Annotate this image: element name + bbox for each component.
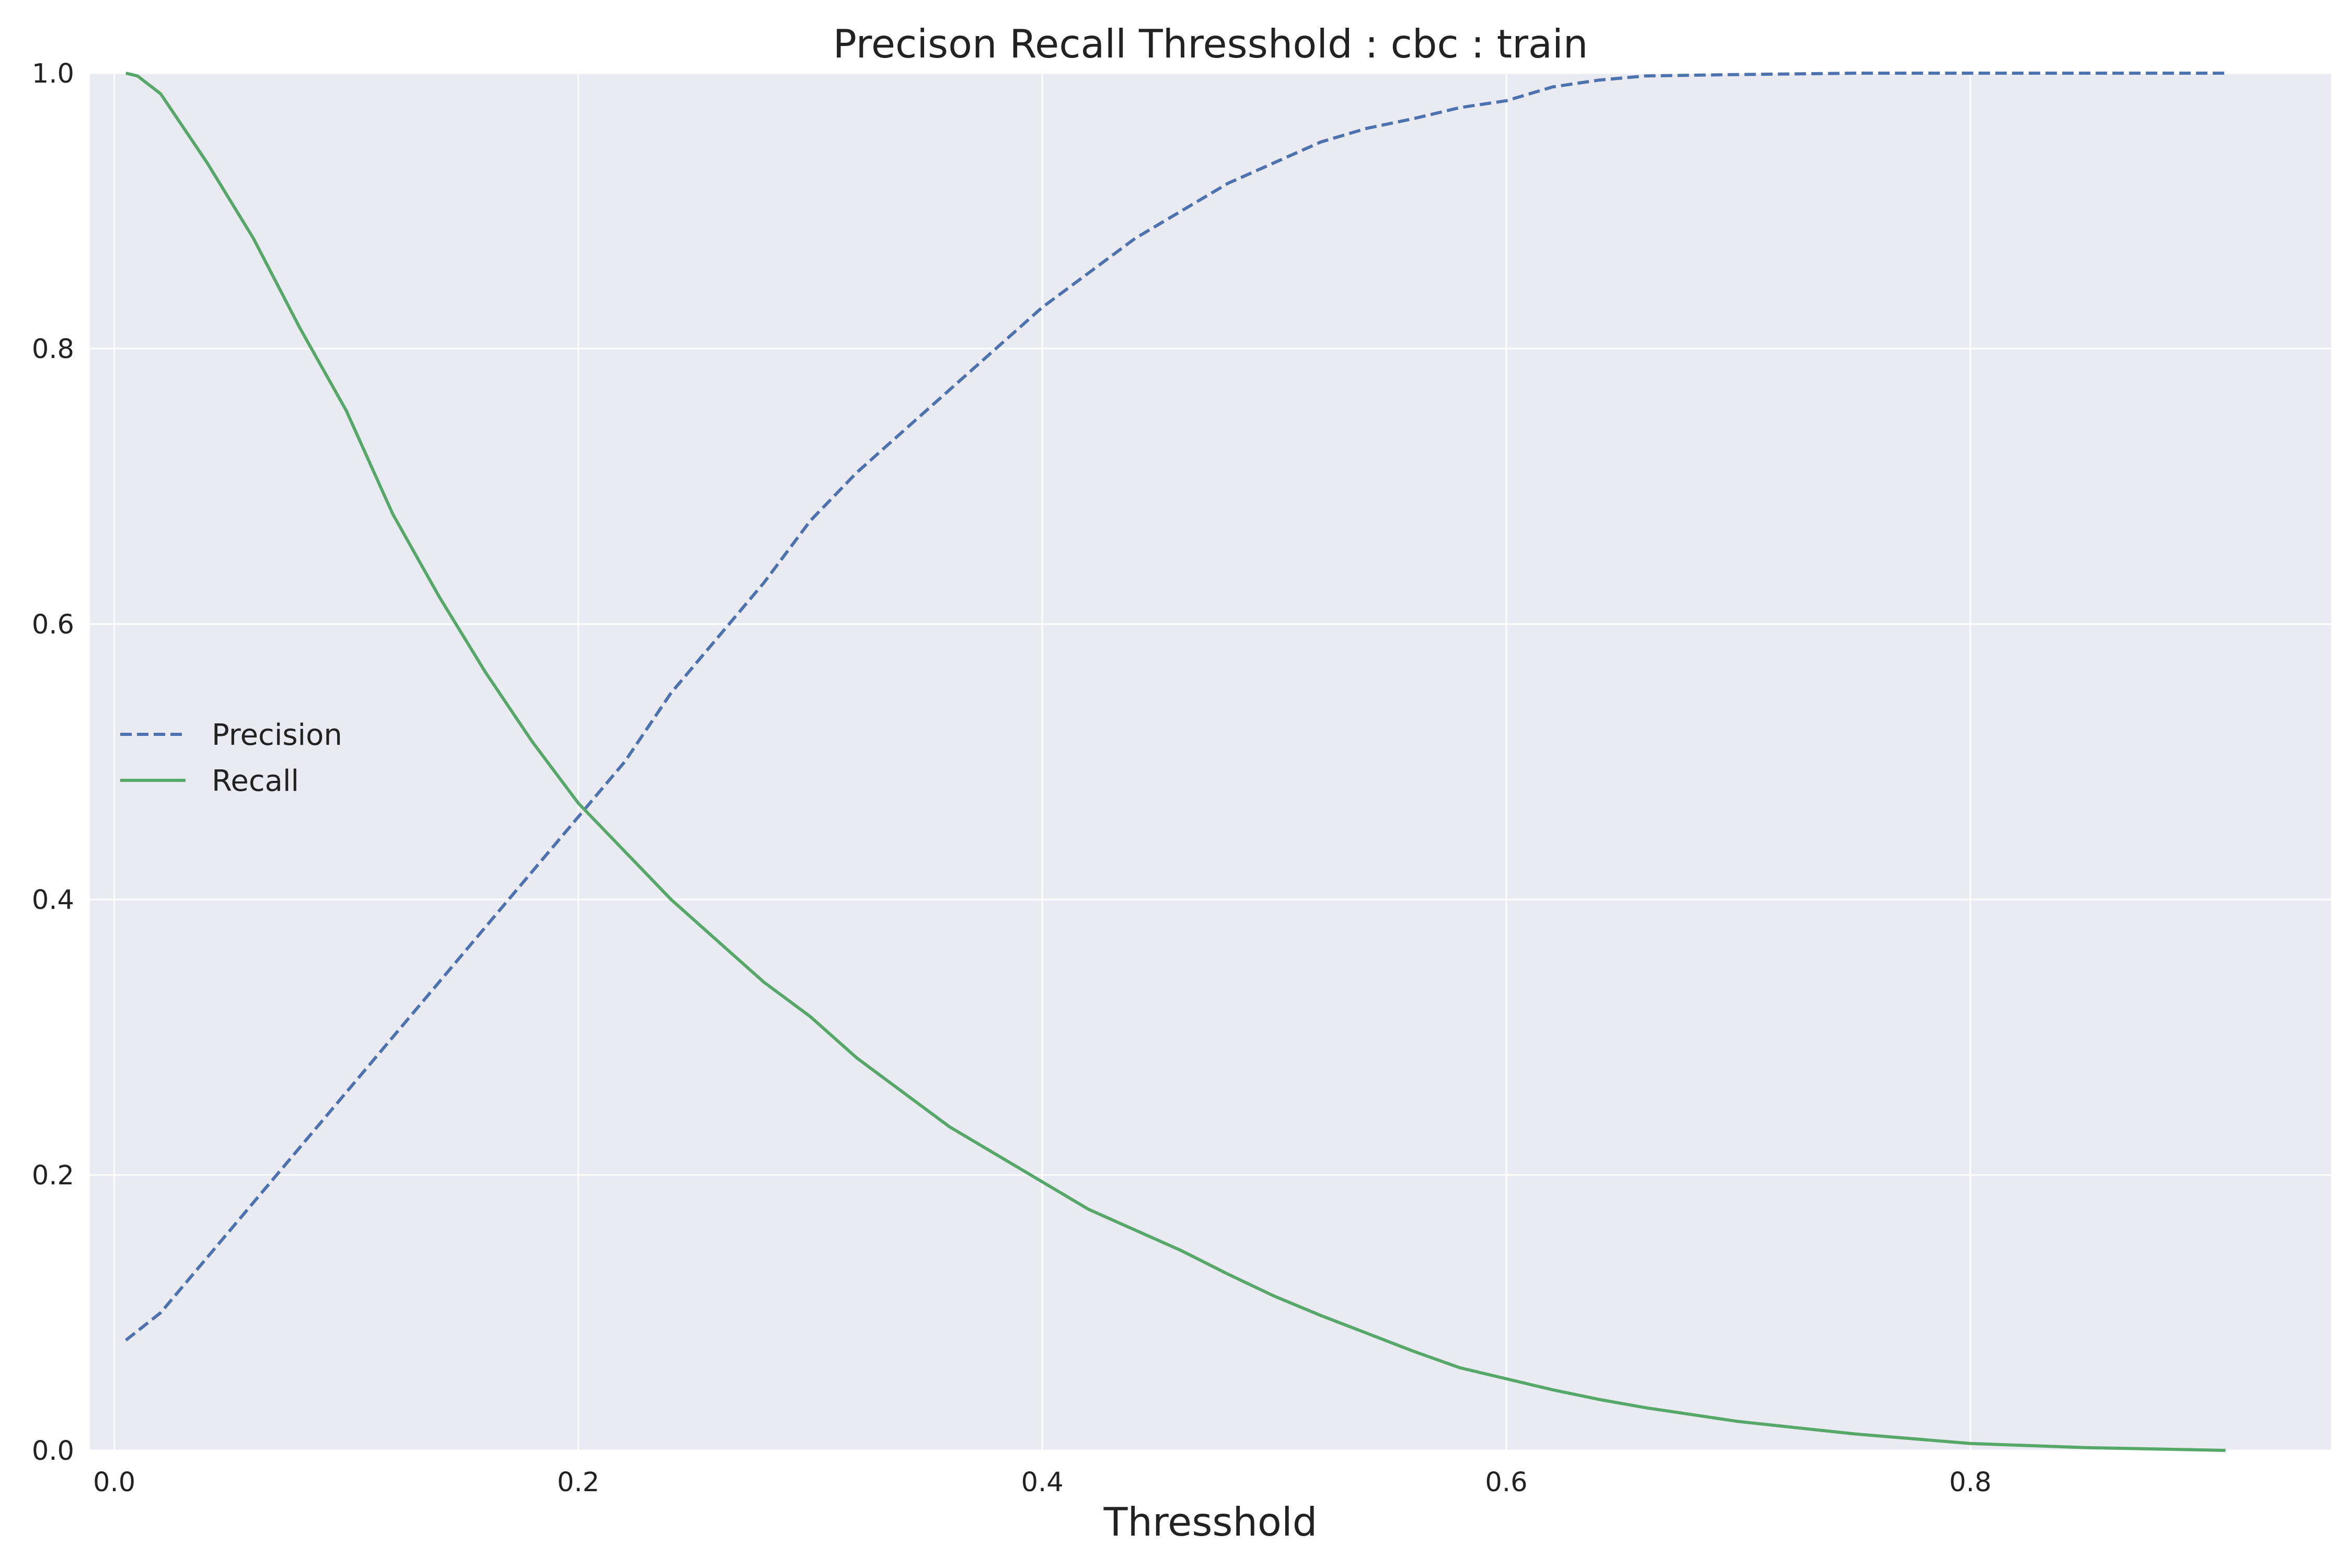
chart-title: Precison Recall Thresshold : cbc : train [833, 21, 1588, 67]
x-tick-label: 0.0 [93, 1467, 135, 1498]
y-tick-label: 0.6 [32, 609, 74, 640]
plot-area-background [90, 73, 2331, 1450]
x-tick-label: 0.4 [1021, 1467, 1064, 1498]
series-line-precision [124, 72, 2226, 1342]
y-tick-label: 0.2 [32, 1160, 74, 1191]
legend-label-recall: Recall [212, 764, 299, 798]
y-tick-label: 1.0 [32, 59, 74, 89]
legend-label-precision: Precision [212, 718, 342, 752]
y-tick-label: 0.8 [32, 334, 74, 365]
grid-lines [90, 72, 2331, 1451]
x-tick-label: 0.6 [1485, 1467, 1527, 1498]
x-tick-label: 0.8 [1949, 1467, 1991, 1498]
x-axis-ticks: 0.0 0.2 0.4 0.6 0.8 [93, 1467, 1991, 1498]
series-line-recall [125, 72, 2226, 1452]
x-axis-label: Thresshold [1103, 1499, 1318, 1545]
y-tick-label: 0.4 [32, 885, 74, 916]
legend: Precision Recall [120, 718, 342, 798]
y-axis-ticks: 0.0 0.2 0.4 0.6 0.8 1.0 [32, 59, 74, 1467]
y-tick-label: 0.0 [32, 1436, 74, 1467]
x-tick-label: 0.2 [557, 1467, 599, 1498]
series-layer [124, 72, 2226, 1452]
